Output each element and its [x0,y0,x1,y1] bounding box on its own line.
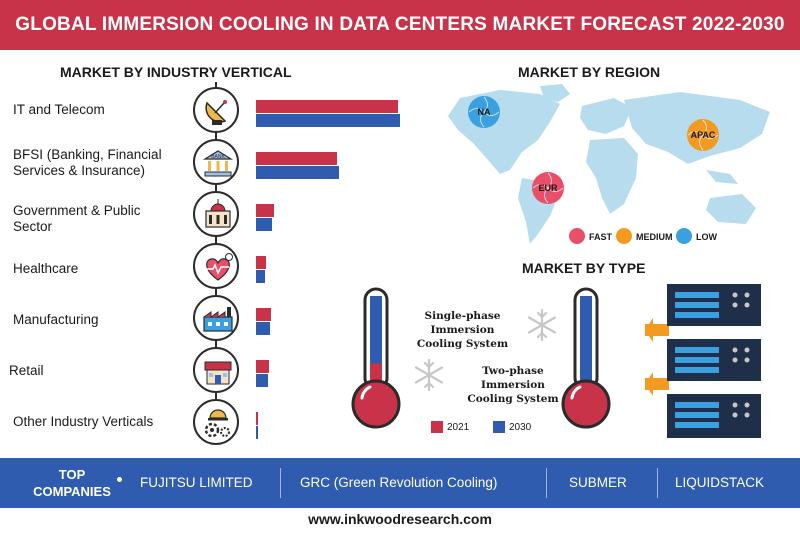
bar-2030-manufacturing [256,322,270,335]
bar-2030-it-telecom [256,114,400,127]
legend-low-label: LOW [696,232,717,242]
legend-low-dot [676,228,692,244]
type-label-two-phase: Two-phase Immersion Cooling System [452,364,574,406]
type-label-two-line1: Two-phase Immersion [481,365,545,391]
page-title: GLOBAL IMMERSION COOLING IN DATA CENTERS… [15,14,785,35]
company-submer: SUBMER [569,475,627,490]
indonesia-shape [706,170,738,184]
thermo-single-2030-fill [370,296,382,364]
type-label-single-line2: Cooling System [416,338,509,350]
legend-2021-label: 2021 [447,422,470,433]
footer-divider [657,468,658,498]
industry-vertical-title: MARKET BY INDUSTRY VERTICAL [60,64,292,80]
legend-fast-dot [569,228,585,244]
server-unit-2 [667,339,761,381]
factory-icon [193,295,239,341]
bullet-dot [117,477,122,482]
company-fujitsu: FUJITSU LIMITED [140,475,253,490]
region-label-na: NA [477,107,491,117]
category-label-retail: Retail [9,363,44,378]
bar-2030-government [256,218,272,231]
thermometer-two-phase [561,287,611,429]
server-unit-3 [667,394,761,438]
bar-2030-healthcare [256,270,265,283]
legend-2030-label: 2030 [509,422,532,433]
heart-health-icon [193,243,239,289]
footer-divider [280,468,281,498]
bar-2021-healthcare [256,256,266,269]
legend-medium-dot [616,228,632,244]
satellite-dish-icon [193,87,239,133]
category-label-government: Government & Public Sector [13,203,141,234]
bar-2021-manufacturing [256,308,271,321]
svg-text:BANK: BANK [211,154,225,160]
africa-shape [586,138,638,214]
legend-medium-label: MEDIUM [636,232,673,242]
government-building-icon [193,191,239,237]
type-label-single-line1: Single-phase Immersion [424,310,501,336]
category-label-healthcare: Healthcare [13,261,79,276]
greenland-shape [540,84,570,102]
region-title: MARKET BY REGION [518,64,661,80]
top-companies-band [0,458,800,508]
bar-2021-it-telecom [256,100,398,113]
footer-divider [546,468,547,498]
category-label-it-telecom: IT and Telecom [13,102,105,117]
server-unit-1 [667,284,761,326]
thermo-two-2030-fill [580,296,592,382]
region-bubble-eur: EUR [531,171,565,205]
legend-2030-swatch [493,421,505,433]
region-bubble-apac: APAC [686,118,720,152]
type-label-single-phase: Single-phase Immersion Cooling System [400,309,525,351]
europe-shape [580,98,632,134]
bar-2021-government [256,204,274,217]
bar-2030-other [256,426,258,439]
header-banner: GLOBAL IMMERSION COOLING IN DATA CENTERS… [0,0,800,50]
snowflake-icon [527,308,557,342]
company-grc: GRC (Green Revolution Cooling) [300,475,498,490]
server-rack-illustration [645,284,761,438]
legend-2021-swatch [431,421,443,433]
company-liquidstack: LIQUIDSTACK [675,475,765,490]
top-companies-line2: COMPANIES [33,484,111,499]
category-label-bfsi: BFSI (Banking, Financial Services & Insu… [13,147,162,178]
thermometer-single-phase [351,287,401,429]
north-america-shape [448,90,560,174]
legend-fast-label: FAST [589,232,613,242]
category-label-manufacturing: Manufacturing [13,312,99,327]
top-companies-line1: TOP [58,467,86,482]
type-label-two-line2: Cooling System [467,393,559,405]
type-title: MARKET BY TYPE [522,260,646,276]
region-label-eur: EUR [538,183,558,193]
category-label-other: Other Industry Verticals [13,414,154,429]
region-bubble-na: NA [467,95,501,129]
bar-2021-bfsi [256,152,337,165]
snowflake-icon [414,358,444,392]
website-url: www.inkwoodresearch.com [308,511,492,527]
store-icon [193,347,239,393]
region-label-apac: APAC [690,130,716,140]
bar-2021-retail [256,360,269,373]
gears-hardhat-icon [193,399,239,445]
top-companies-heading: TOP COMPANIES [8,466,136,500]
bar-2030-retail [256,374,268,387]
bar-2030-bfsi [256,166,339,179]
bar-2021-other [256,412,258,425]
australia-shape [706,194,756,224]
bank-icon: BANK [193,139,239,185]
